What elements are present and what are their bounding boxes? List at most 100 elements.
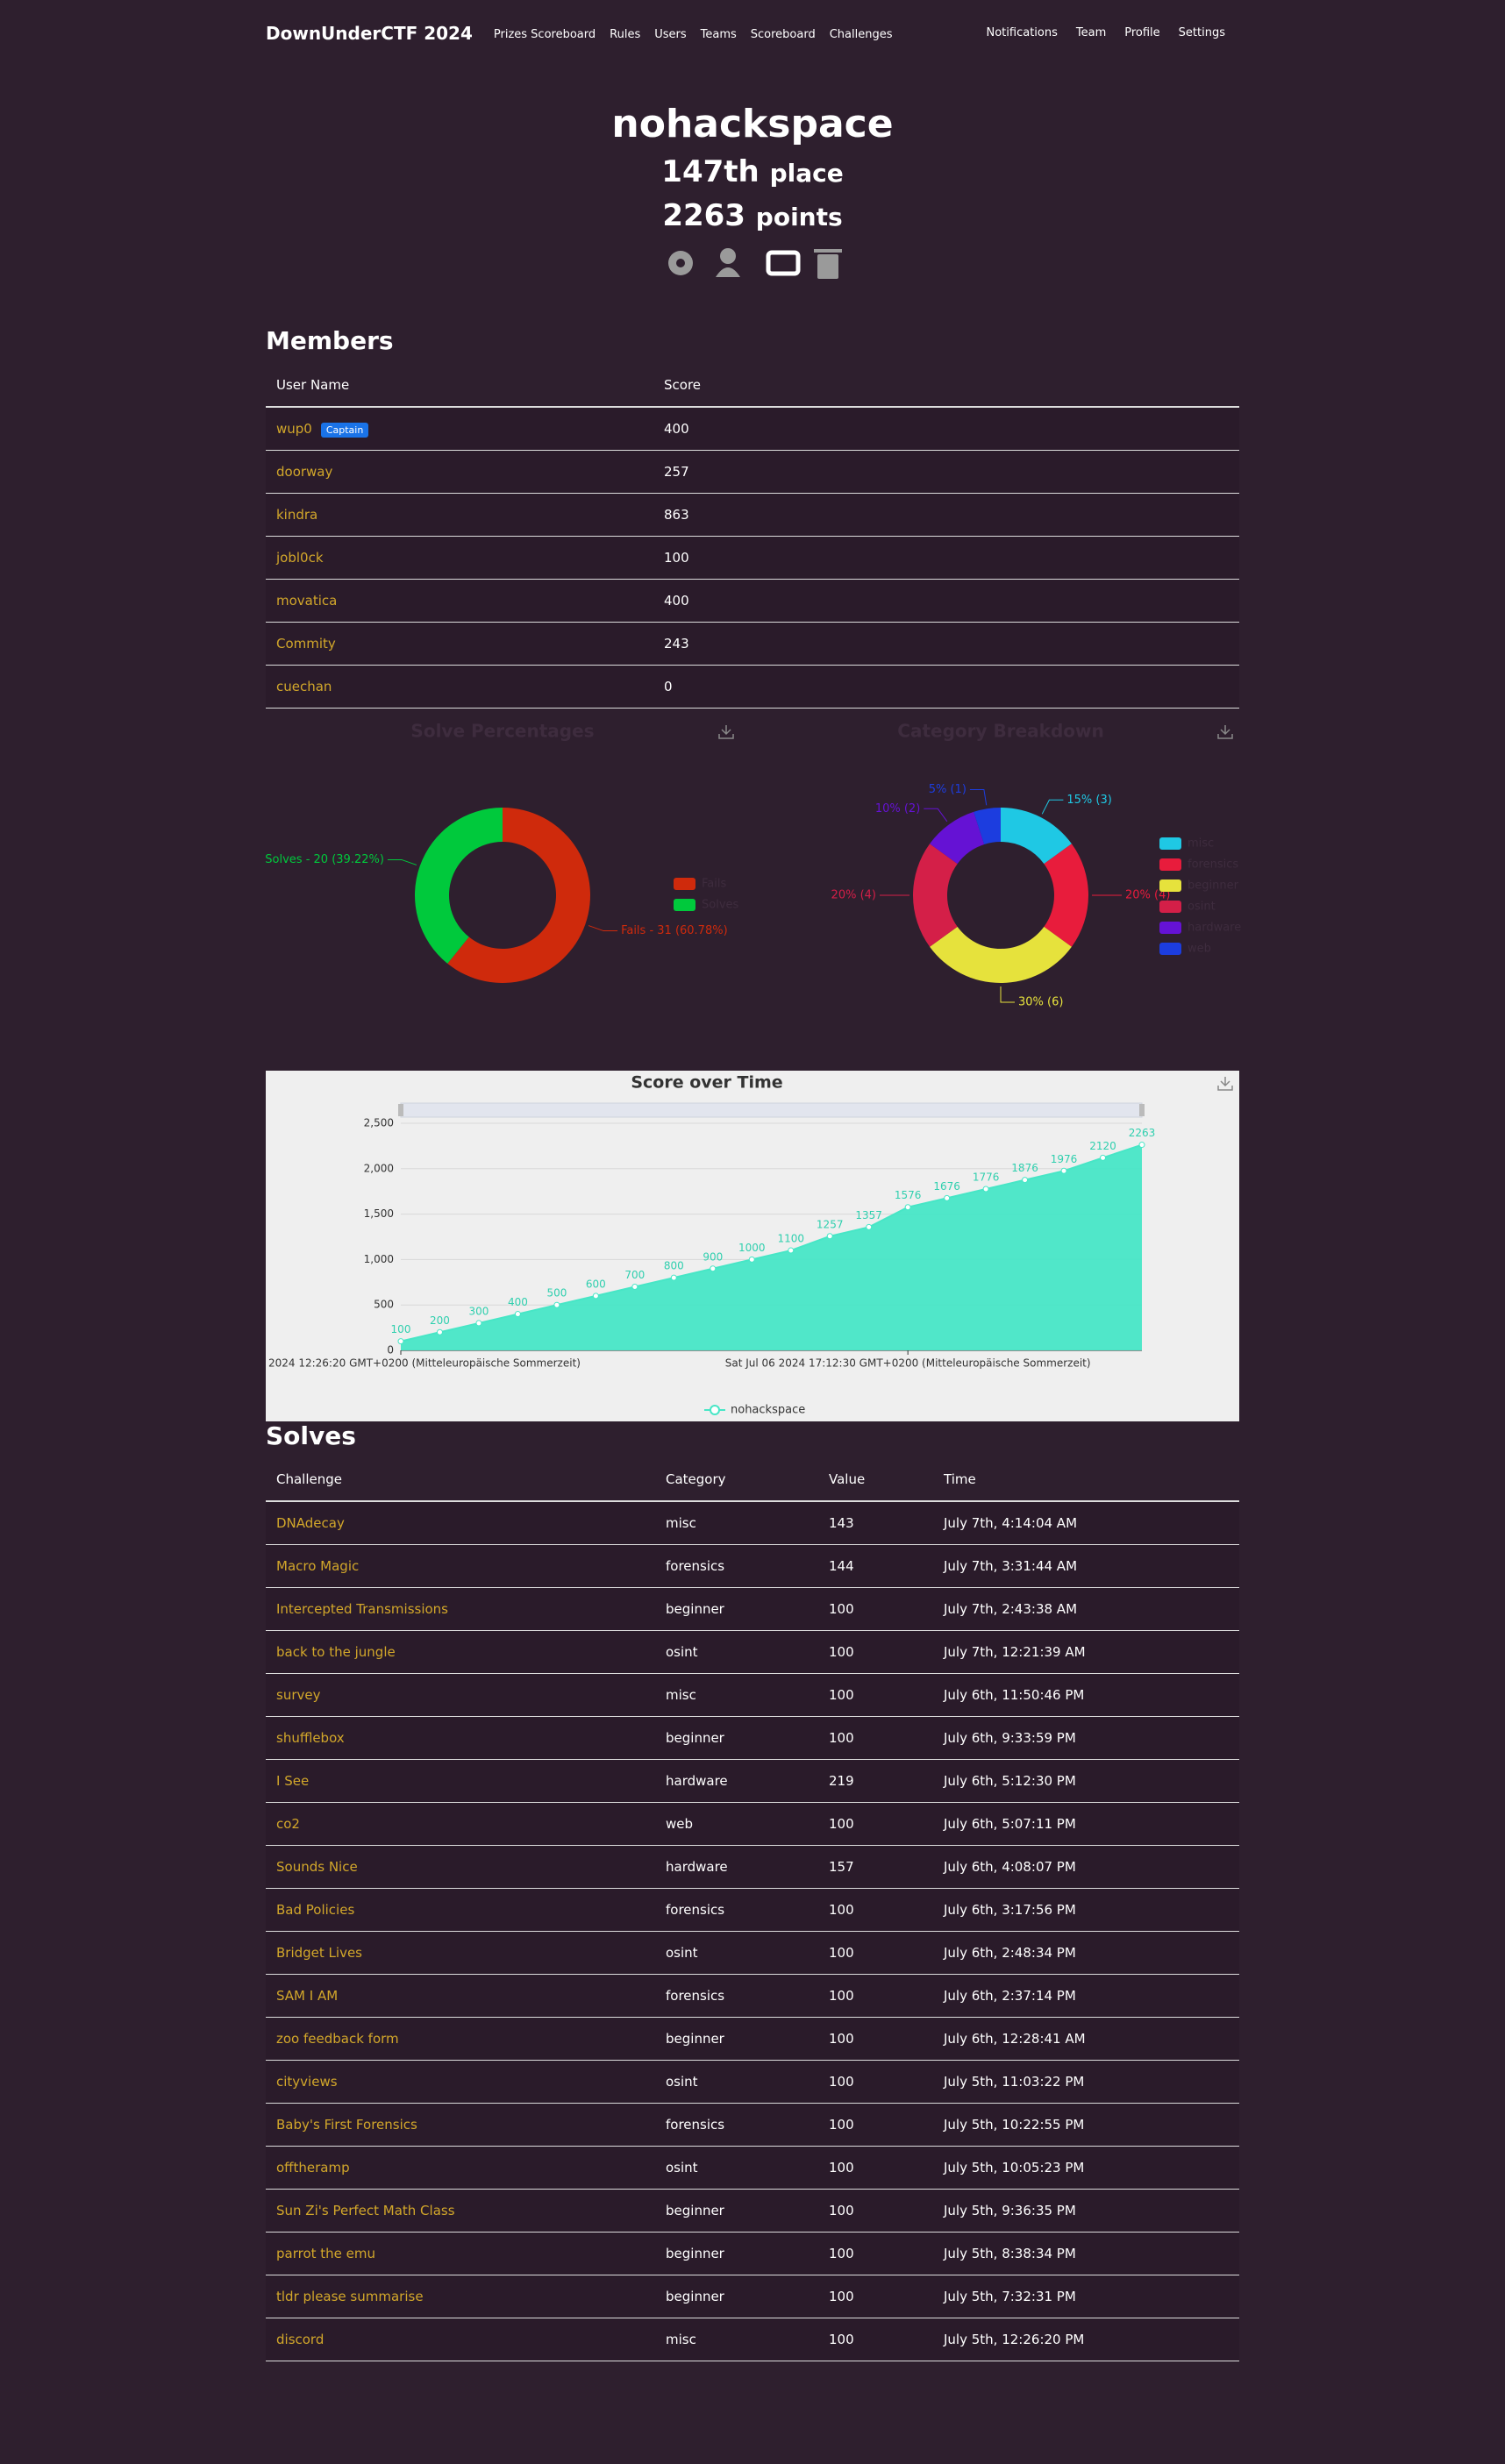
column-header: Time: [933, 1458, 1239, 1502]
cell: July 6th, 2:37:14 PM: [933, 1974, 1239, 2018]
member-score: 243: [653, 622, 1239, 666]
challenge[interactable]: Bad Policies: [276, 1902, 355, 1918]
challenge[interactable]: co2: [276, 1816, 300, 1832]
challenge[interactable]: DNAdecay: [276, 1515, 345, 1531]
challenge[interactable]: cityviews: [276, 2074, 338, 2090]
challenge[interactable]: SAM I AM: [276, 1988, 339, 2004]
member-score: 0: [653, 665, 1239, 709]
nav-link[interactable]: Challenges: [829, 28, 893, 41]
challenge[interactable]: shufflebox: [276, 1730, 345, 1746]
legend-label: forensics: [1188, 858, 1238, 872]
cell: Macro Magic: [266, 1544, 655, 1588]
challenge[interactable]: survey: [276, 1687, 321, 1703]
cell: 100: [818, 2017, 933, 2061]
slice-label: 5% (1): [929, 783, 966, 796]
cell: misc: [655, 2318, 818, 2361]
cell: cityviews: [266, 2060, 655, 2104]
nav-link[interactable]: Scoreboard: [750, 28, 816, 41]
category: osint: [666, 1945, 698, 1961]
legend-label: Fails: [702, 878, 726, 891]
value: 100: [829, 1730, 854, 1746]
download-icon[interactable]: [718, 725, 734, 739]
challenge[interactable]: zoo feedback form: [276, 2031, 399, 2047]
column-header: Category: [655, 1458, 818, 1502]
nav-link[interactable]: Profile: [1120, 26, 1159, 39]
trash-icon[interactable]: [817, 254, 838, 279]
value: 144: [829, 1558, 854, 1574]
data-label: 600: [586, 1278, 606, 1290]
cell: July 5th, 10:22:55 PM: [933, 2103, 1239, 2147]
cell: 143: [818, 1501, 933, 1545]
slice-label: Solves - 20 (39.22%): [265, 853, 384, 866]
solve-row: Sounds Nice hardware 157 July 6th, 4:08:07 …: [266, 1845, 1239, 1889]
solve-row: Bad Policies forensics 100 July 6th, 3:17:5…: [266, 1888, 1239, 1932]
zoom-handle[interactable]: [1139, 1104, 1145, 1116]
challenge[interactable]: back to the jungle: [276, 1644, 396, 1660]
challenge[interactable]: I See: [276, 1773, 310, 1789]
cell: Bad Policies: [266, 1888, 655, 1932]
nav-link[interactable]: Notifications: [982, 26, 1058, 39]
settings-icon[interactable]: [668, 251, 693, 275]
cell: hardware: [655, 1845, 818, 1889]
value: 100: [829, 1945, 854, 1961]
challenge[interactable]: Macro Magic: [276, 1558, 360, 1574]
legend-label: misc: [1188, 837, 1214, 851]
nav-link[interactable]: Teams: [700, 28, 737, 41]
time: July 6th, 2:37:14 PM: [944, 1988, 1076, 2004]
member-name[interactable]: movatica: [276, 593, 338, 609]
cell: 100: [818, 1888, 933, 1932]
data-point: [944, 1194, 951, 1201]
nav-link[interactable]: Prizes Scoreboard: [493, 28, 596, 41]
cell: July 6th, 11:50:46 PM: [933, 1673, 1239, 1717]
brand[interactable]: DownUnderCTF 2024: [266, 22, 473, 44]
category: forensics: [666, 1902, 725, 1918]
download-icon[interactable]: [1217, 725, 1233, 739]
cell: osint: [655, 1931, 818, 1975]
time: July 6th, 4:08:07 PM: [944, 1859, 1076, 1875]
member-name[interactable]: wup0: [276, 421, 312, 437]
category: beginner: [666, 1601, 724, 1617]
nav-link[interactable]: Rules: [610, 28, 641, 41]
challenge[interactable]: offtheramp: [276, 2160, 350, 2176]
challenge[interactable]: Sounds Nice: [276, 1859, 358, 1875]
data-label: 200: [430, 1314, 450, 1327]
member-name[interactable]: doorway: [276, 464, 333, 480]
cell: July 5th, 7:32:31 PM: [933, 2275, 1239, 2318]
challenge[interactable]: tldr please summarise: [276, 2289, 424, 2304]
cell: movatica: [266, 579, 653, 623]
member-name[interactable]: kindra: [276, 507, 318, 523]
member-name[interactable]: cuechan: [276, 679, 332, 694]
category: web: [666, 1816, 694, 1832]
zoom-handle[interactable]: [398, 1104, 403, 1116]
time: July 6th, 12:28:41 AM: [944, 2031, 1086, 2047]
legend-label: nohackspace: [731, 1404, 805, 1417]
nav-link[interactable]: Settings: [1174, 26, 1225, 39]
team-header: nohackspace 147th place 2263 points: [0, 98, 1505, 239]
data-label: 700: [624, 1269, 645, 1281]
cell: July 6th, 12:28:41 AM: [933, 2017, 1239, 2061]
user-icon[interactable]: [720, 248, 736, 264]
ticket-icon[interactable]: [766, 250, 801, 276]
challenge[interactable]: Baby's First Forensics: [276, 2117, 417, 2133]
area-fill: [401, 1144, 1142, 1350]
nav-link[interactable]: Users: [654, 28, 687, 41]
chart-title: Score over Time: [631, 1073, 782, 1093]
challenge[interactable]: Bridget Lives: [276, 1945, 362, 1961]
category: hardware: [666, 1859, 728, 1875]
category: forensics: [666, 1988, 725, 2004]
member-name[interactable]: jobl0ck: [276, 550, 324, 566]
cell: DNAdecay: [266, 1501, 655, 1545]
place: 147th: [661, 154, 760, 189]
solve-row: Intercepted Transmissions beginner 100 July…: [266, 1587, 1239, 1631]
nav-link[interactable]: Team: [1072, 26, 1106, 39]
category: hardware: [666, 1773, 728, 1789]
data-label: 1976: [1051, 1153, 1078, 1165]
challenge[interactable]: parrot the emu: [276, 2246, 376, 2261]
download-icon[interactable]: [1217, 1077, 1233, 1091]
solve-row: survey misc 100 July 6th, 11:50:46 PM: [266, 1673, 1239, 1717]
challenge[interactable]: Sun Zi's Perfect Math Class: [276, 2203, 455, 2218]
category: misc: [666, 1687, 696, 1703]
member-name[interactable]: Commity: [276, 636, 336, 652]
challenge[interactable]: discord: [276, 2332, 325, 2347]
challenge[interactable]: Intercepted Transmissions: [276, 1601, 448, 1617]
